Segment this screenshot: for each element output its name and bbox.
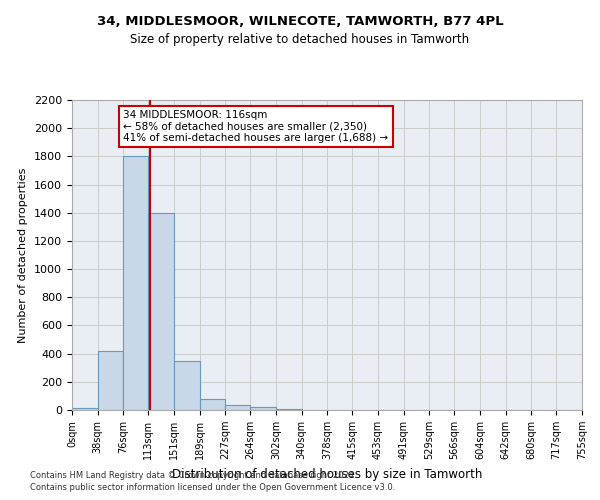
Bar [148,212,174,410]
Bar [98,351,124,410]
Bar [250,407,276,410]
Bar [226,405,250,410]
Text: 34, MIDDLESMOOR, WILNECOTE, TAMWORTH, B77 4PL: 34, MIDDLESMOOR, WILNECOTE, TAMWORTH, B7… [97,15,503,28]
Bar [200,398,226,410]
Text: Contains public sector information licensed under the Open Government Licence v3: Contains public sector information licen… [30,484,395,492]
Text: Size of property relative to detached houses in Tamworth: Size of property relative to detached ho… [130,32,470,46]
X-axis label: Distribution of detached houses by size in Tamworth: Distribution of detached houses by size … [172,468,482,480]
Text: 34 MIDDLESMOOR: 116sqm
← 58% of detached houses are smaller (2,350)
41% of semi-: 34 MIDDLESMOOR: 116sqm ← 58% of detached… [124,110,388,143]
Y-axis label: Number of detached properties: Number of detached properties [19,168,28,342]
Bar [174,360,200,410]
Text: Contains HM Land Registry data © Crown copyright and database right 2024.: Contains HM Land Registry data © Crown c… [30,471,356,480]
Bar [124,156,148,410]
Bar [72,408,98,410]
